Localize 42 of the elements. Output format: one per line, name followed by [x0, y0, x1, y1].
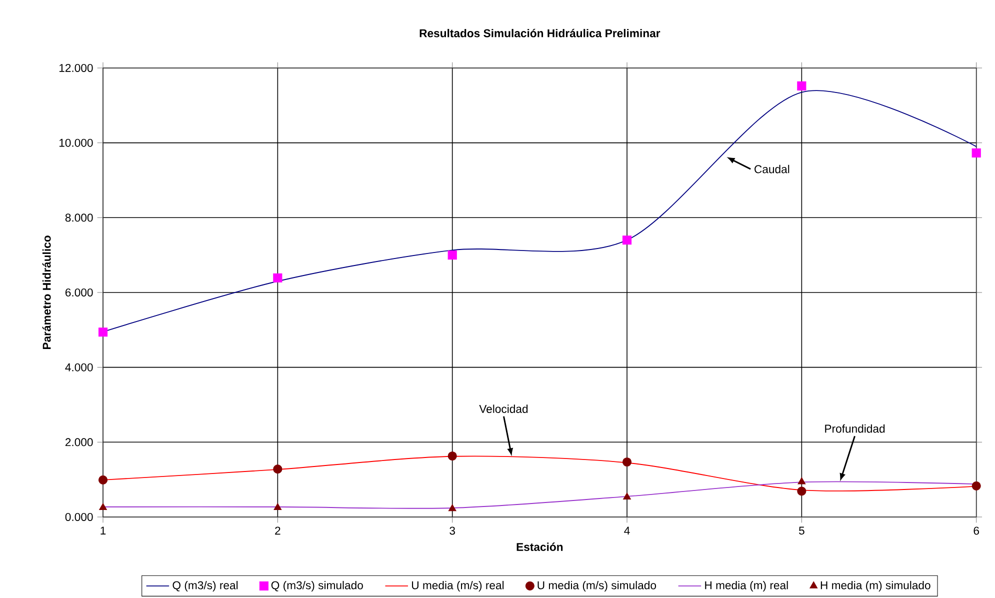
legend-label: H media (m) simulado — [820, 580, 930, 592]
point — [448, 451, 457, 461]
chart-title: Resultados Simulación Hidráulica Preliminar — [420, 28, 660, 38]
y-tick-label: 0.000 — [65, 512, 93, 521]
x-tick-label: 4 — [624, 526, 630, 535]
legend-label: H media (m) real — [705, 580, 788, 592]
point — [798, 477, 806, 484]
x-tick-label: 6 — [974, 526, 979, 535]
point — [797, 81, 806, 90]
x-axis-title: Estación — [516, 542, 563, 551]
point — [797, 486, 806, 496]
point — [448, 250, 457, 260]
point — [972, 148, 981, 158]
x-tick-label: 2 — [275, 526, 280, 535]
annotation: Caudal — [754, 164, 790, 174]
point — [622, 457, 632, 467]
point — [273, 464, 282, 474]
legend-label: U media (m/s) simulado — [538, 580, 656, 592]
y-tick-label: 8.000 — [65, 214, 93, 222]
point — [448, 504, 456, 512]
point — [274, 503, 282, 510]
point — [273, 273, 282, 282]
legend-label: Q (m3/s) simulado — [271, 580, 363, 592]
point — [623, 492, 631, 500]
legend-label: Q (m3/s) real — [172, 580, 238, 592]
legend-label: U media (m/s) real — [412, 580, 504, 592]
point — [99, 503, 107, 510]
point — [622, 236, 632, 245]
x-tick-label: 3 — [450, 526, 455, 535]
y-tick-label: 12.000 — [59, 64, 93, 72]
point — [98, 475, 108, 484]
point — [972, 481, 981, 490]
y-tick-label: 6.000 — [66, 288, 93, 296]
annotation: Velocidad — [479, 404, 528, 413]
y-tick-label: 10.000 — [59, 138, 93, 147]
y-tick-label: 2.000 — [65, 438, 93, 446]
y-axis-title: Parámetro Hidráulico — [42, 236, 51, 350]
point — [98, 328, 108, 337]
x-tick-label: 5 — [798, 526, 804, 535]
y-tick-label: 4.000 — [65, 363, 93, 372]
annotation: Profundidad — [825, 424, 885, 433]
x-tick-label: 1 — [100, 526, 106, 535]
